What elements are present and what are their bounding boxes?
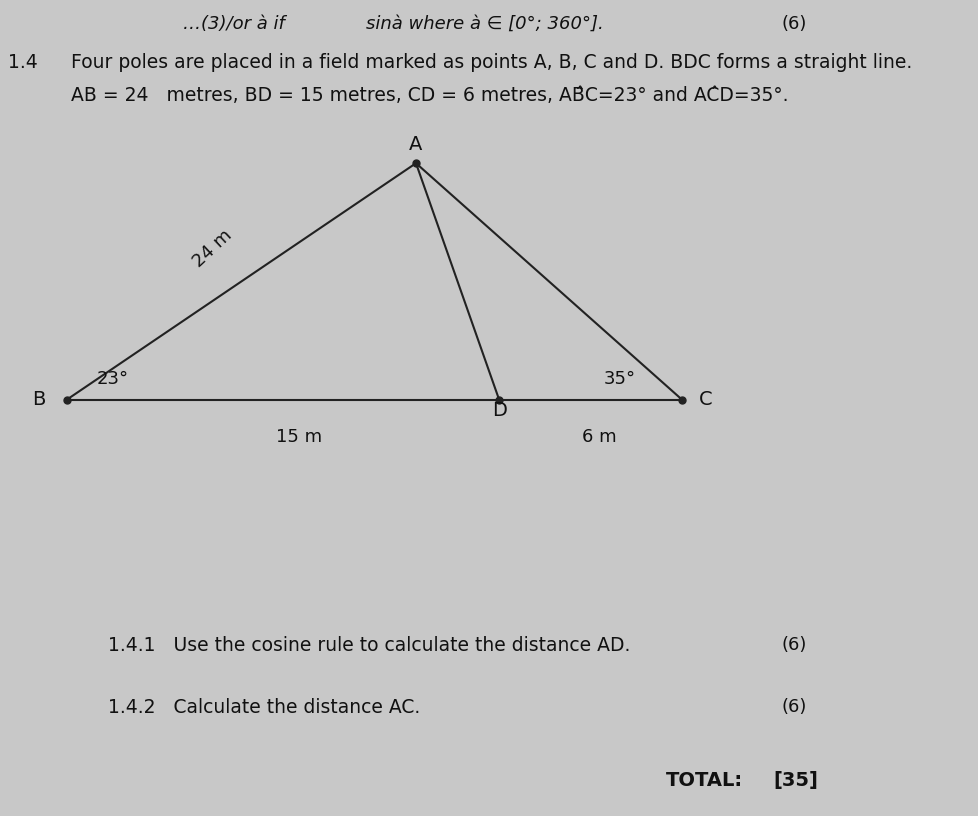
Text: 1.4: 1.4 xyxy=(8,53,38,72)
Text: (6): (6) xyxy=(780,698,806,716)
Text: [35]: [35] xyxy=(773,771,818,790)
Text: …(3)/or à if: …(3)/or à if xyxy=(183,15,290,33)
Text: Four poles are placed in a field marked as points A, B, C and D. BDC forms a str: Four poles are placed in a field marked … xyxy=(70,53,911,72)
Text: A: A xyxy=(409,135,422,153)
Text: (6): (6) xyxy=(780,15,806,33)
Text: 1.4.1   Use the cosine rule to calculate the distance AD.: 1.4.1 Use the cosine rule to calculate t… xyxy=(108,636,630,655)
Text: 35°: 35° xyxy=(603,370,636,388)
Text: D: D xyxy=(491,401,506,420)
Text: AB = 24   metres, BD = 15 metres, CD = 6 metres, AB̂C=23° and AĈD=35°.: AB = 24 metres, BD = 15 metres, CD = 6 m… xyxy=(70,86,787,104)
Text: sinà where à ∈ [0°; 360°].: sinà where à ∈ [0°; 360°]. xyxy=(366,15,603,33)
Text: B: B xyxy=(32,390,46,410)
Text: 1.4.2   Calculate the distance AC.: 1.4.2 Calculate the distance AC. xyxy=(108,698,420,716)
Text: C: C xyxy=(698,390,712,410)
Text: 23°: 23° xyxy=(96,370,128,388)
Text: 24 m: 24 m xyxy=(189,227,235,271)
Text: (6): (6) xyxy=(780,636,806,654)
Text: TOTAL:: TOTAL: xyxy=(665,771,742,790)
Text: 15 m: 15 m xyxy=(276,428,322,446)
Text: 6 m: 6 m xyxy=(581,428,616,446)
